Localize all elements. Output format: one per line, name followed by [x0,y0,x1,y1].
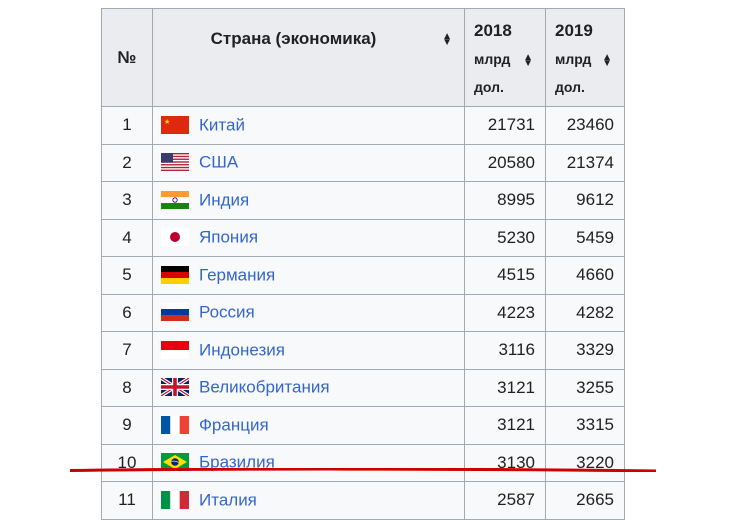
country-cell: Япония [152,218,465,257]
gdp-2019-cell: 5459 [545,218,625,257]
table-row: 4 Япония 5230 5459 [101,218,625,257]
table-row: 9 Франция 3121 3315 [101,406,625,445]
gdp-2018-cell: 4515 [464,256,546,295]
gdp-2018-cell: 8995 [464,181,546,220]
gdp-table: № Страна (экономика) ▲ ▼ 2018 млрд дол. ▲… [101,8,625,520]
header-country[interactable]: Страна (экономика) ▲ ▼ [152,8,465,107]
country-cell: Бразилия [152,443,465,482]
india-flag-icon[interactable] [161,190,191,211]
gdp-2018-cell: 3116 [464,331,546,370]
table-header-row: № Страна (экономика) ▲ ▼ 2018 млрд дол. ▲… [101,8,625,107]
country-cell: Франция [152,406,465,445]
country-link[interactable]: Япония [199,228,259,247]
country-link[interactable]: Великобритания [199,378,330,397]
table-row: 3 Индия 8995 9612 [101,181,625,220]
brazil-flag-icon[interactable] [161,453,191,473]
gdp-2018-cell: 21731 [464,106,546,145]
table-row: 8 Великобритания 3121 3255 [101,368,625,407]
rank-cell: 10 [101,443,153,482]
japan-flag-icon[interactable] [161,228,191,248]
country-cell: Россия [152,293,465,332]
gdp-2018-cell: 5230 [464,218,546,257]
gdp-2019-cell: 4660 [545,256,625,295]
country-link[interactable]: Франция [199,415,269,435]
table-row: 7 Индонезия 3116 3329 [101,331,625,370]
red-annotation-line [70,468,656,472]
gdp-2019-cell: 4282 [545,293,625,332]
sort-arrows-icon[interactable]: ▲ ▼ [602,52,612,69]
gdp-2019-cell: 23460 [545,106,625,145]
sort-arrows-icon[interactable]: ▲ ▼ [442,31,452,48]
header-num: № [101,8,153,107]
header-country-label: Страна (экономика) [210,29,377,48]
country-link[interactable]: Китай [199,115,245,135]
italy-flag-icon[interactable] [161,490,191,511]
table-row: 1 ★ Китай 21731 23460 [101,106,625,145]
table-row: 2 США 20580 21374 [101,143,625,182]
country-cell: Италия [152,481,465,520]
sort-arrows-icon[interactable]: ▲ ▼ [523,52,533,69]
gdp-2018-cell: 3121 [464,406,546,445]
usa-flag-icon[interactable] [161,153,191,173]
country-cell: Германия [152,256,465,295]
gdp-2018-cell: 20580 [464,143,546,182]
table-row: 10 Бразилия 3130 3220 [101,443,625,482]
gdp-2018-cell: 4223 [464,293,546,332]
gdp-2019-cell: 21374 [545,143,625,182]
table-row: 5 Германия 4515 4660 [101,256,625,295]
rank-cell: 2 [101,143,153,182]
table-body: 1 ★ Китай 21731 23460 2 США 20580 21374 3… [101,106,625,520]
country-link[interactable]: США [199,153,239,172]
gdp-2018-cell: 2587 [464,481,546,520]
header-unit-label: дол. [555,79,585,95]
russia-flag-icon[interactable] [161,303,191,323]
gdp-2019-cell: 3220 [545,443,625,482]
rank-cell: 9 [101,406,153,445]
germany-flag-icon[interactable] [161,265,191,286]
country-link[interactable]: Германия [199,265,276,285]
rank-cell: 3 [101,181,153,220]
country-cell: Индия [152,181,465,220]
gdp-2019-cell: 2665 [545,481,625,520]
france-flag-icon[interactable] [161,415,191,436]
header-unit-label: млрд [474,51,511,67]
header-year-label: 2019 [555,21,593,40]
rank-cell: 7 [101,331,153,370]
rank-cell: 4 [101,218,153,257]
gdp-2019-cell: 3255 [545,368,625,407]
country-link[interactable]: Бразилия [199,453,275,472]
table-row: 6 Россия 4223 4282 [101,293,625,332]
country-link[interactable]: Индонезия [199,340,285,360]
country-cell: Великобритания [152,368,465,407]
rank-cell: 1 [101,106,153,145]
gdp-2018-cell: 3130 [464,443,546,482]
uk-flag-icon[interactable] [161,378,191,398]
table-row: 11 Италия 2587 2665 [101,481,625,520]
country-link[interactable]: Индия [199,190,250,210]
country-cell: ★ Китай [152,106,465,145]
gdp-2018-cell: 3121 [464,368,546,407]
china-flag-icon[interactable]: ★ [161,115,191,136]
header-year-label: 2018 [474,21,512,40]
gdp-2019-cell: 3315 [545,406,625,445]
indonesia-flag-icon[interactable] [161,340,191,361]
rank-cell: 11 [101,481,153,520]
country-link[interactable]: Россия [199,303,255,322]
header-year-2018[interactable]: 2018 млрд дол. ▲ ▼ [464,8,546,107]
rank-cell: 8 [101,368,153,407]
country-cell: США [152,143,465,182]
header-unit-label: дол. [474,79,504,95]
rank-cell: 5 [101,256,153,295]
gdp-2019-cell: 9612 [545,181,625,220]
header-unit-label: млрд [555,51,592,67]
gdp-2019-cell: 3329 [545,331,625,370]
country-cell: Индонезия [152,331,465,370]
header-year-2019[interactable]: 2019 млрд дол. ▲ ▼ [545,8,625,107]
svg-text:★: ★ [164,118,170,126]
country-link[interactable]: Италия [199,490,257,510]
rank-cell: 6 [101,293,153,332]
